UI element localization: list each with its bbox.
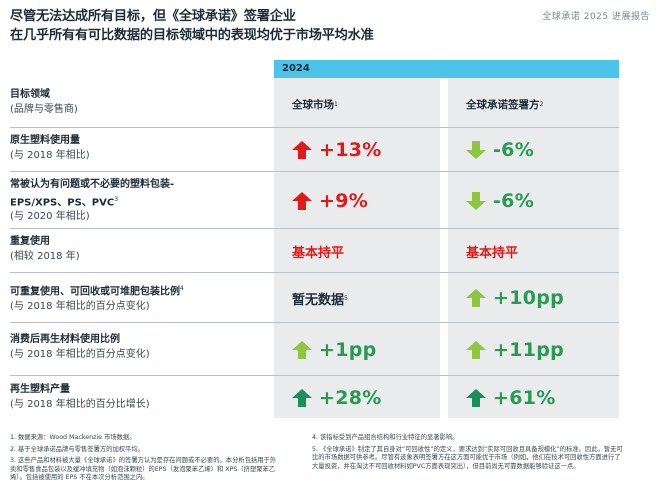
signatory-value: +10pp	[493, 287, 565, 309]
row-label: 常被认为有问题或不必要的塑料包装- EPS/XPS、PS、PVC3 (与 202…	[10, 178, 272, 225]
footnote: 2. 基于全球承诺品牌与零售签署方的加权平均。	[10, 445, 144, 453]
footnote: 5. 《全球承诺》制定了其自身对“可回收性”的定义，要求达到“实际可回收且具备规…	[312, 445, 623, 470]
market-value: +28%	[319, 387, 382, 409]
table-row: 消费后再生材料使用比例 (与 2018 年相比的百分点变化) +1pp +11p…	[10, 323, 619, 376]
header-global-market-label: 全球市场	[292, 98, 334, 111]
header-signatories: 全球承诺签署方 2	[458, 80, 629, 128]
arrow-up-green-icon	[466, 289, 486, 307]
divider	[10, 228, 619, 229]
divider	[10, 272, 619, 273]
table-row: 重复使用 (相较 2018 年) 基本持平 基本持平	[10, 229, 619, 273]
year-band: 2024	[274, 60, 619, 78]
market-value-cell: +28%	[284, 376, 450, 420]
header-signatories-sup: 2	[539, 100, 544, 108]
signatory-value-cell: +61%	[458, 376, 629, 420]
row-label-main: 再生塑料产量	[10, 384, 70, 395]
row-label-main: 消费后再生材料使用比例	[10, 334, 120, 345]
row-label-main-wrap: 可重复使用、可回收或可堆肥包装比例4	[10, 282, 272, 300]
row-label: 再生塑料产量 (与 2018 年相比的百分比增长)	[10, 383, 272, 412]
row-label-sub: (相较 2018 年)	[10, 250, 80, 262]
page-title: 尽管无法达成所有目标，但《全球承诺》签署企业 在几乎所有有可比数据的目标领域中的…	[10, 8, 530, 45]
header-label-sub: (品牌与零售商)	[10, 103, 78, 115]
arrow-up-green-icon	[292, 340, 312, 359]
arrow-up-red-icon	[292, 141, 312, 159]
market-value: +9%	[319, 189, 369, 212]
row-label-sub: (与 2018 年相比的百分点变化)	[10, 348, 150, 360]
row-label-sup: 3	[114, 195, 119, 203]
arrow-up-dark-green-icon	[466, 389, 486, 407]
title-line-1: 尽管无法达成所有目标，但《全球承诺》签署企业	[10, 9, 296, 24]
row-label-main: 原生塑料使用量	[10, 135, 80, 146]
arrow-up-dark-green-icon	[292, 389, 312, 407]
row-label-sup: 4	[180, 285, 184, 292]
signatory-value: 基本持平	[466, 245, 519, 261]
row-label-line2: EPS/XPS、PS、PVC	[10, 196, 115, 208]
table-row: 再生塑料产量 (与 2018 年相比的百分比增长) +28% +61%	[10, 376, 619, 420]
market-value: 基本持平	[292, 245, 345, 261]
table-row: 原生塑料使用量 (与 2018 年相比) +13% -6%	[10, 128, 619, 172]
divider	[10, 322, 619, 323]
market-value: 暂无数据	[292, 292, 345, 308]
signatory-value-cell: +11pp	[458, 323, 629, 376]
row-label: 消费后再生材料使用比例 (与 2018 年相比的百分点变化)	[10, 333, 272, 362]
header-label-main: 目标领域	[10, 89, 50, 100]
row-label: 重复使用 (相较 2018 年)	[10, 235, 272, 264]
row-label-sub: (与 2018 年相比的百分点变化)	[10, 300, 150, 312]
arrow-down-green-icon	[466, 141, 486, 159]
signatory-value: +11pp	[493, 338, 565, 361]
market-value-cell: 暂无数据 5	[284, 273, 450, 323]
header-signatories-label: 全球承诺签署方	[466, 98, 540, 111]
market-value-cell: 基本持平	[284, 229, 450, 273]
header-global-market-sup: 1	[334, 100, 338, 108]
title-line-2: 在几乎所有有可比数据的目标领域中的表现均优于市场平均水准	[10, 27, 374, 43]
arrow-down-green-icon	[466, 191, 486, 210]
market-value-sup: 5	[344, 294, 348, 302]
row-label-sub: (与 2020 年相比)	[10, 211, 90, 223]
footnotes-left: 1. 数据来源：Wood Mackenzie 市场数据。 2. 基于全球承诺品牌…	[10, 434, 282, 486]
signatory-value: +61%	[493, 387, 556, 409]
divider	[10, 375, 619, 376]
signatories-column	[448, 78, 619, 418]
row-label-sub: (与 2018 年相比的百分比增长)	[10, 398, 150, 410]
row-label-sub: (与 2018 年相比)	[10, 149, 90, 161]
row-label-main: 常被认为有问题或不必要的塑料包装-	[10, 179, 175, 190]
row-label: 可重复使用、可回收或可堆肥包装比例4 (与 2018 年相比的百分点变化)	[10, 282, 272, 314]
row-label-main: 重复使用	[10, 236, 50, 247]
market-value: +1pp	[319, 338, 377, 361]
market-value-cell: +9%	[284, 172, 450, 229]
footnote: 1. 数据来源：Wood Mackenzie 市场数据。	[10, 434, 136, 441]
footnote: 3. 这些产品和材料被大量《全球承诺》的签署方认为是存在问题或不必要的。本分析包…	[10, 457, 277, 482]
table-row: 可重复使用、可回收或可堆肥包装比例4 (与 2018 年相比的百分点变化) 暂无…	[10, 273, 619, 323]
market-value: +13%	[319, 139, 382, 161]
row-label-main-line2: EPS/XPS、PS、PVC3	[10, 193, 272, 211]
header-global-market: 全球市场 1	[284, 80, 450, 128]
arrow-up-green-icon	[466, 340, 486, 359]
arrow-up-red-icon	[292, 191, 312, 210]
signatory-value-cell: 基本持平	[458, 229, 629, 273]
header-label: 目标领域 (品牌与零售商)	[10, 88, 272, 117]
row-label: 原生塑料使用量 (与 2018 年相比)	[10, 134, 272, 163]
signatory-value-cell: -6%	[458, 172, 629, 229]
table-header-row: 目标领域 (品牌与零售商) 全球市场 1 全球承诺签署方 2	[10, 80, 619, 128]
signatory-value-cell: +10pp	[458, 273, 629, 323]
report-tag: 全球承诺 2025 进展报告	[542, 12, 650, 22]
global-market-column	[274, 78, 440, 418]
divider	[10, 127, 619, 128]
market-value-cell: +1pp	[284, 323, 450, 376]
row-label-main: 可重复使用、可回收或可堆肥包装比例	[10, 286, 180, 298]
table-row: 常被认为有问题或不必要的塑料包装- EPS/XPS、PS、PVC3 (与 202…	[10, 172, 619, 229]
footnotes-right: 4. 该指标受到产品组合结构和行业特征的显著影响。 5. 《全球承诺》制定了其自…	[312, 434, 624, 474]
market-value-cell: +13%	[284, 128, 450, 172]
signatory-value: -6%	[493, 139, 535, 161]
divider	[10, 171, 619, 172]
signatory-value-cell: -6%	[458, 128, 629, 172]
signatory-value: -6%	[493, 189, 535, 212]
footnote: 4. 该指标受到产品组合结构和行业特征的显著影响。	[312, 434, 459, 441]
